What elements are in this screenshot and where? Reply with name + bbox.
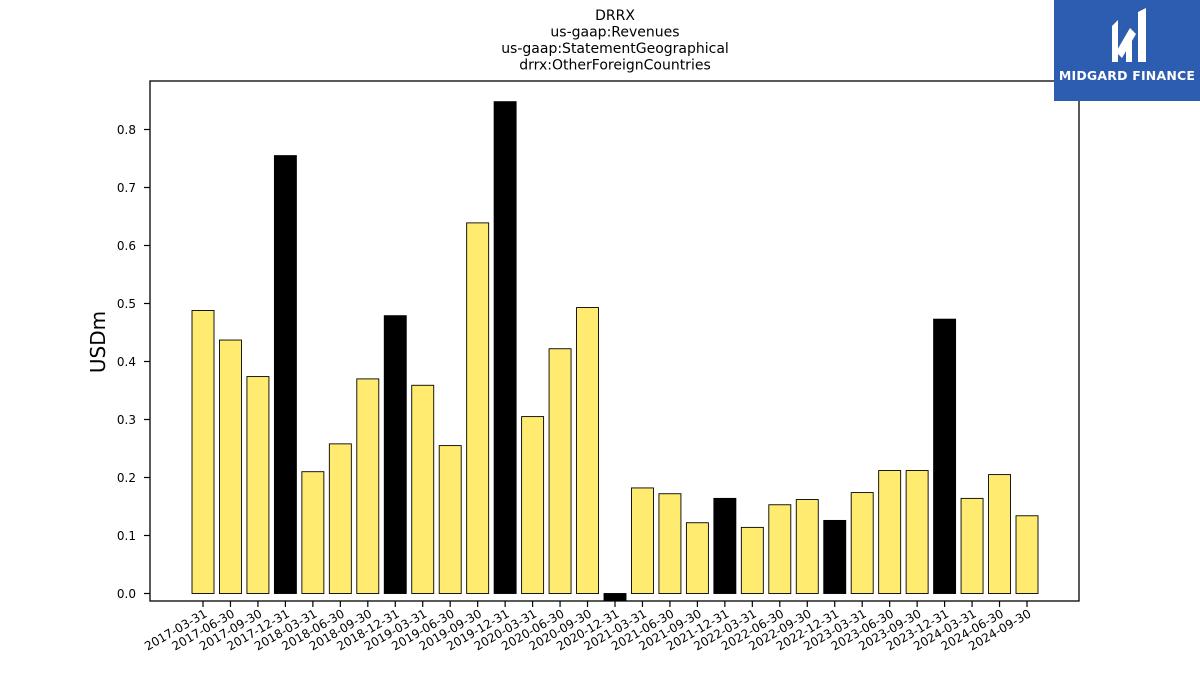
y-tick-label: 0.2 (117, 471, 136, 485)
bar-2024-09-30 (1015, 515, 1039, 594)
bar-2017-03-31 (191, 310, 215, 594)
bar-2024-03-31 (960, 497, 984, 594)
bar-2018-06-30 (328, 443, 352, 594)
bar-2023-06-30 (878, 470, 902, 594)
y-tick-label: 0.8 (117, 123, 136, 137)
bar-2021-03-31 (631, 487, 654, 594)
chart-title: DRRXus-gaap:Revenuesus-gaap:StatementGeo… (501, 8, 729, 74)
bar-2019-06-30 (438, 445, 462, 594)
bar-2017-06-30 (219, 339, 242, 594)
y-tick-label: 0.3 (117, 413, 136, 427)
y-tick-label: 0.1 (117, 529, 136, 543)
bars (191, 101, 1039, 601)
bar-2024-06-30 (988, 474, 1011, 594)
logo-mark-icon (1112, 8, 1146, 62)
bar-2017-12-31 (273, 155, 297, 594)
bar-2019-03-31 (411, 384, 435, 594)
bar-2020-03-31 (521, 416, 545, 594)
y-tick-label: 0.4 (117, 355, 136, 369)
y-tick-label: 0.6 (117, 239, 136, 253)
bar-2020-06-30 (548, 348, 572, 594)
bar-2020-09-30 (576, 307, 599, 594)
logo-text: MIDGARD FINANCE (1058, 68, 1196, 83)
bar-2018-09-30 (356, 378, 380, 594)
chart-title-line: drrx:OtherForeignCountries (519, 58, 711, 74)
bar-2018-12-31 (383, 315, 407, 594)
chart-title-line: DRRX (595, 8, 635, 24)
y-tick-label: 0.7 (117, 181, 136, 195)
bar-2022-09-30 (795, 499, 819, 594)
chart-title-line: us-gaap:Revenues (550, 25, 679, 41)
y-tick-label: 0.5 (117, 297, 136, 311)
y-axis-label: USDm (86, 311, 110, 373)
bar-2017-09-30 (246, 376, 270, 594)
bar-2022-03-31 (740, 526, 764, 594)
midgard-finance-logo: MIDGARD FINANCE (1054, 0, 1200, 101)
x-axis: 2017-03-312017-06-302017-09-302017-12-31… (142, 601, 1034, 653)
bar-2021-09-30 (685, 522, 709, 594)
bar-2021-06-30 (658, 493, 682, 594)
bar-2023-03-31 (850, 492, 874, 594)
chart-title-line: us-gaap:StatementGeographical (501, 41, 729, 57)
bar-2020-12-31 (603, 593, 627, 601)
y-axis: 0.0 0.1 0.2 0.3 0.4 0.5 0.6 0.7 0.8 (117, 123, 150, 601)
bar-2018-03-31 (301, 471, 325, 594)
bar-2021-12-31 (713, 497, 737, 594)
bar-2023-12-31 (933, 318, 957, 594)
bar-2023-09-30 (905, 470, 929, 594)
y-tick-label: 0.0 (117, 587, 136, 601)
bar-2022-06-30 (768, 504, 792, 594)
bar-2019-12-31 (493, 101, 517, 594)
bar-2019-09-30 (466, 222, 490, 594)
bar-2022-12-31 (823, 519, 847, 594)
